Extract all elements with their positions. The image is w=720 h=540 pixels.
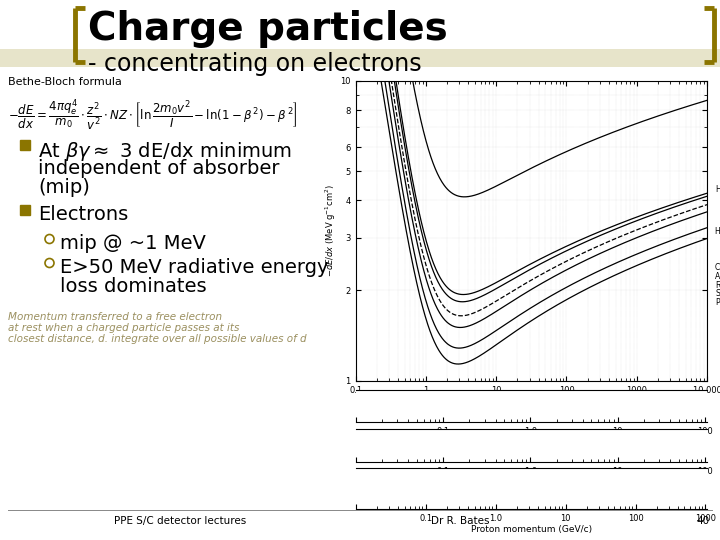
Text: mip @ ~1 MeV: mip @ ~1 MeV: [60, 234, 206, 253]
X-axis label: $\beta\gamma = p/Mc$: $\beta\gamma = p/Mc$: [507, 397, 556, 411]
Text: Charge particles: Charge particles: [88, 10, 448, 48]
Text: H$_2$ liquid: H$_2$ liquid: [715, 183, 720, 196]
Circle shape: [45, 234, 54, 244]
Text: closest distance, d. integrate over all possible values of d: closest distance, d. integrate over all …: [8, 334, 307, 344]
Text: He gas: He gas: [715, 227, 720, 236]
Y-axis label: $-dE/dx$ (MeV g$^{-1}$cm$^2$): $-dE/dx$ (MeV g$^{-1}$cm$^2$): [323, 184, 338, 278]
X-axis label: Proton momentum (GeV/c): Proton momentum (GeV/c): [471, 525, 592, 534]
Bar: [20, 205, 30, 215]
Circle shape: [45, 259, 54, 267]
Text: Bethe-Bloch formula: Bethe-Bloch formula: [8, 77, 122, 87]
Bar: [0, 49, 720, 67]
X-axis label: Muon momentum (GeV/c): Muon momentum (GeV/c): [477, 437, 585, 447]
Text: Dr R. Bates: Dr R. Bates: [431, 516, 490, 526]
Text: At $\beta\gamma \approx$ 3 dE/dx minimum: At $\beta\gamma \approx$ 3 dE/dx minimum: [38, 140, 292, 163]
X-axis label: Pion momentum (GeV/c): Pion momentum (GeV/c): [480, 477, 583, 486]
Text: - concentrating on electrons: - concentrating on electrons: [88, 52, 422, 76]
Text: at rest when a charged particle passes at its: at rest when a charged particle passes a…: [8, 323, 239, 333]
Text: E>50 MeV radiative energy: E>50 MeV radiative energy: [60, 258, 328, 277]
Text: $-\dfrac{dE}{dx} = \dfrac{4\pi q_e^4}{m_0}\cdot\dfrac{z^2}{v^2}\cdot NZ\cdot\lef: $-\dfrac{dE}{dx} = \dfrac{4\pi q_e^4}{m_…: [8, 97, 297, 132]
Text: 40: 40: [697, 516, 710, 526]
Text: Al: Al: [715, 272, 720, 281]
Text: Sn: Sn: [715, 289, 720, 298]
Text: Fe: Fe: [715, 281, 720, 290]
Text: Electrons: Electrons: [38, 205, 128, 224]
Text: loss dominates: loss dominates: [60, 277, 207, 296]
Bar: [20, 140, 30, 150]
Text: C: C: [715, 264, 720, 272]
Text: PPE S/C detector lectures: PPE S/C detector lectures: [114, 516, 246, 526]
Text: independent of absorber: independent of absorber: [38, 159, 279, 178]
Text: (mip): (mip): [38, 178, 90, 197]
Text: Momentum transferred to a free electron: Momentum transferred to a free electron: [8, 312, 222, 322]
Text: Pb: Pb: [715, 298, 720, 307]
